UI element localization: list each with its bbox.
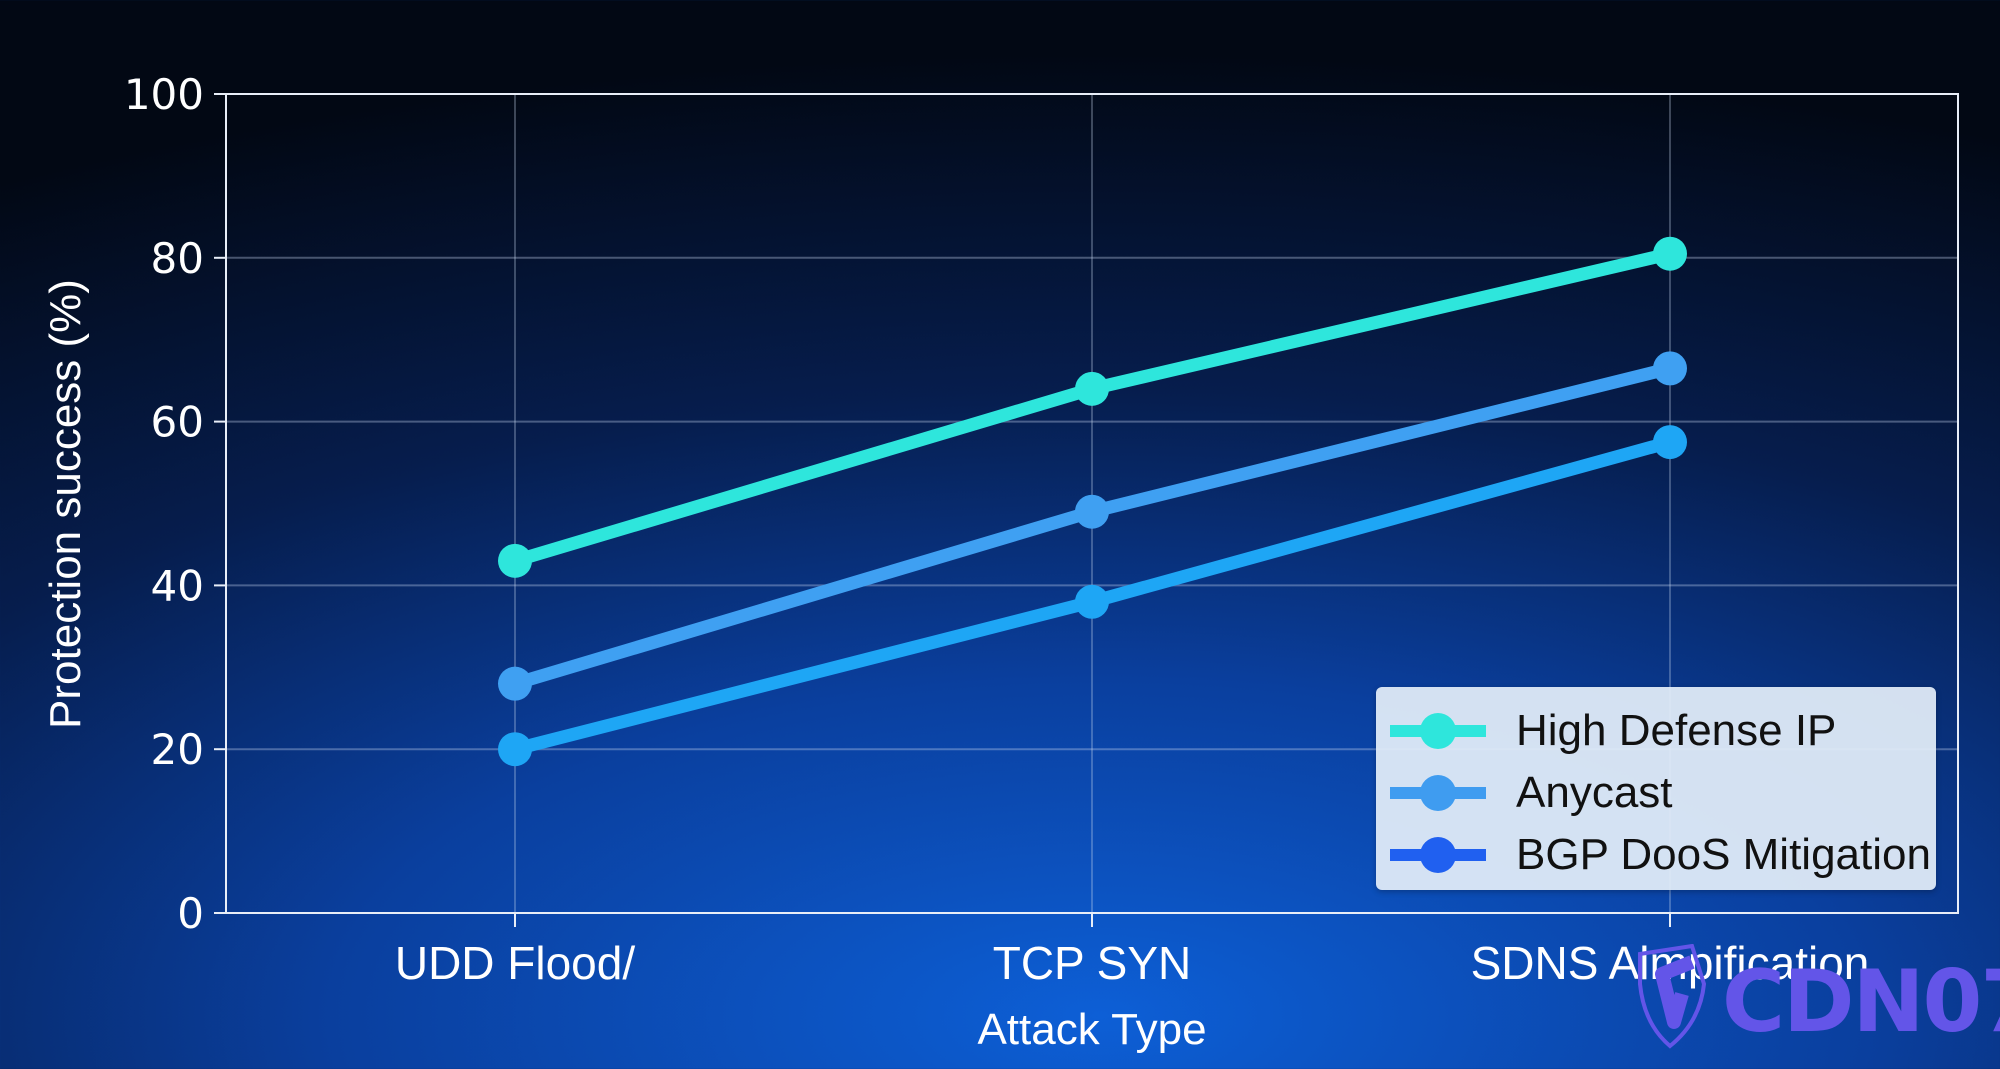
series-anycast bbox=[498, 351, 1687, 701]
chart-legend: High Defense IP Anycast BGP DooS Mitigat… bbox=[1376, 687, 1936, 890]
legend-label: BGP DooS Mitigation bbox=[1516, 830, 1931, 879]
shield-icon bbox=[1638, 943, 1707, 1049]
series-bgp-doos-mitigation bbox=[498, 425, 1687, 767]
y-tick-label: 80 bbox=[151, 234, 204, 283]
legend-marker-icon bbox=[1390, 763, 1486, 823]
legend-item-high-defense-ip: High Defense IP bbox=[1390, 701, 1836, 761]
data-point bbox=[498, 543, 532, 578]
y-tick-label: 100 bbox=[124, 70, 204, 119]
x-axis-title: Attack Type bbox=[977, 1005, 1206, 1054]
data-point bbox=[1653, 236, 1687, 271]
data-point bbox=[1075, 584, 1109, 619]
series-high-defense-ip bbox=[498, 236, 1687, 578]
data-point bbox=[1075, 494, 1109, 529]
legend-marker-icon bbox=[1390, 701, 1486, 761]
data-point bbox=[1075, 371, 1109, 406]
data-point bbox=[1653, 351, 1687, 386]
y-axis-title: Protection success (%) bbox=[41, 279, 90, 729]
data-point bbox=[1653, 425, 1687, 460]
y-tick-label: 0 bbox=[177, 889, 204, 938]
data-series bbox=[498, 236, 1687, 767]
y-axis-ticks: 0 20 40 60 80 100 bbox=[124, 70, 226, 938]
x-tick-label: UDD Flood/ bbox=[395, 937, 636, 989]
x-axis-ticks: UDD Flood/TCP SYN SDNS Almpification bbox=[395, 913, 1869, 989]
watermark-text: CDN07 bbox=[1722, 952, 2000, 1052]
data-point bbox=[498, 732, 532, 767]
y-tick-label: 40 bbox=[151, 561, 204, 610]
watermark-logo: CDN07 bbox=[1622, 943, 2000, 1054]
legend-marker-icon bbox=[1390, 825, 1486, 885]
data-point bbox=[498, 666, 532, 701]
legend-label: High Defense IP bbox=[1516, 706, 1837, 755]
legend-item-anycast: Anycast bbox=[1390, 763, 1673, 823]
legend-label: Anycast bbox=[1516, 768, 1673, 817]
y-tick-label: 60 bbox=[151, 398, 204, 447]
y-tick-label: 20 bbox=[151, 725, 204, 774]
x-tick-label: TCP SYN bbox=[993, 937, 1192, 989]
legend-item-bgp-doos-mitigation: BGP DooS Mitigation bbox=[1390, 825, 1931, 885]
